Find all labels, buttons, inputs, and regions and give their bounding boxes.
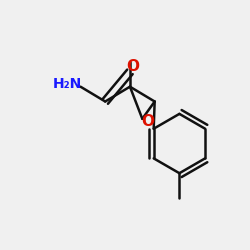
- Text: O: O: [126, 60, 139, 74]
- Text: O: O: [141, 114, 154, 129]
- Text: H₂N: H₂N: [52, 77, 82, 91]
